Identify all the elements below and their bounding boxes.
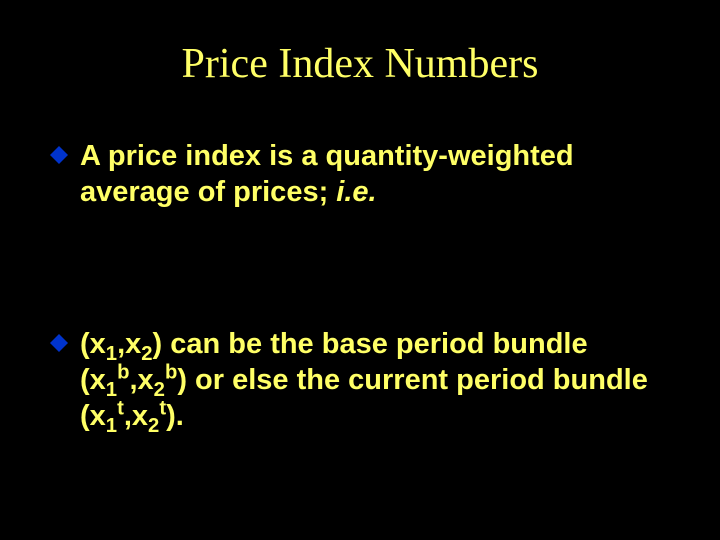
diamond-bullet-icon <box>50 146 68 164</box>
bullet-1-italic: i.e. <box>336 176 376 208</box>
bullet-item-1: A price index is a quantity-weighted ave… <box>40 138 680 211</box>
bullet-text-1: A price index is a quantity-weighted ave… <box>80 138 680 211</box>
bullet-1-lead: A <box>80 140 100 172</box>
bullet-1-pre: price index is a quantity-weighted avera… <box>80 140 574 208</box>
bullet-text-2: (x1,x2) can be the base period bundle (x… <box>80 326 680 435</box>
slide-title: Price Index Numbers <box>40 40 680 88</box>
bullet-item-2: (x1,x2) can be the base period bundle (x… <box>40 326 680 435</box>
diamond-bullet-icon <box>50 334 68 352</box>
slide-container: Price Index Numbers A price index is a q… <box>0 0 720 540</box>
